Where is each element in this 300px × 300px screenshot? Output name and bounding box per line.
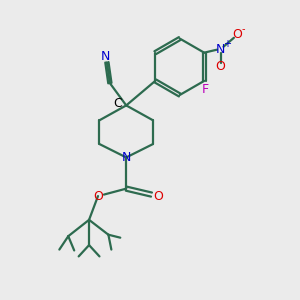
Text: N: N <box>101 50 110 64</box>
Text: O: O <box>232 28 242 41</box>
Text: C: C <box>113 97 122 110</box>
Text: +: + <box>223 39 231 49</box>
Text: O: O <box>153 190 163 202</box>
Text: F: F <box>202 83 209 96</box>
Text: N: N <box>122 151 131 164</box>
Text: O: O <box>93 190 103 202</box>
Text: -: - <box>242 25 245 34</box>
Text: O: O <box>216 59 226 73</box>
Text: N: N <box>216 43 225 56</box>
